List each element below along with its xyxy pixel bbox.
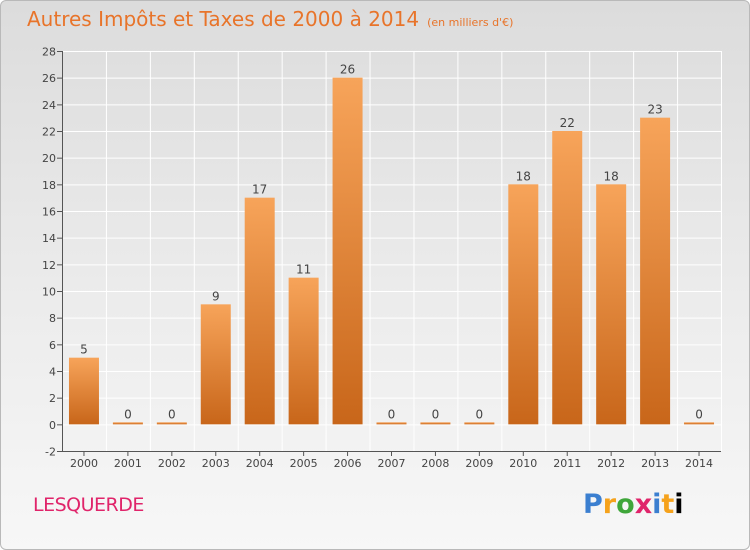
y-tick-label: 10 (42, 286, 56, 299)
logo-letter: t (661, 489, 675, 520)
x-tick-label: 2008 (421, 457, 449, 470)
bar-value-label: 9 (212, 289, 220, 303)
bar (156, 422, 187, 425)
bar (596, 184, 627, 425)
bar (244, 197, 275, 425)
y-tick-label: 12 (42, 259, 56, 272)
logo-letter: x (634, 489, 653, 520)
bar (332, 77, 363, 425)
bar-value-label: 0 (432, 407, 440, 421)
bar (420, 422, 451, 425)
bar (508, 184, 539, 425)
bar-value-label: 18 (604, 169, 619, 183)
bar-value-label: 0 (695, 407, 703, 421)
x-tick-label: 2001 (114, 457, 142, 470)
x-tick-label: 2005 (290, 457, 318, 470)
bar-value-label: 26 (340, 63, 355, 77)
bar-value-label: 22 (560, 116, 575, 130)
logo-letter: i (652, 489, 662, 520)
logo-letter: o (616, 489, 635, 520)
bar (684, 422, 715, 425)
y-tick-label: 6 (49, 339, 56, 352)
bar-value-label: 0 (168, 407, 176, 421)
y-tick-label: 8 (49, 312, 56, 325)
y-tick-label: 18 (42, 179, 56, 192)
bar (200, 304, 231, 425)
x-tick-label: 2003 (202, 457, 230, 470)
logo-letter: r (602, 489, 617, 520)
bar-value-label: 23 (647, 103, 662, 117)
bar (464, 422, 495, 425)
bar-value-label: 18 (516, 169, 531, 183)
bar-value-label: 0 (476, 407, 484, 421)
bar-value-label: 17 (252, 183, 267, 197)
y-tick-label: 22 (42, 126, 56, 139)
bar (112, 422, 143, 425)
y-tick-label: 16 (42, 206, 56, 219)
bar-value-label: 11 (296, 263, 311, 277)
y-tick-label: 26 (42, 72, 56, 85)
logo-letter: i (674, 489, 684, 520)
y-tick-label: 28 (42, 46, 56, 59)
x-tick-label: 2014 (685, 457, 713, 470)
x-tick-label: 2007 (378, 457, 406, 470)
bar-value-label: 0 (388, 407, 396, 421)
x-tick-label: 2009 (465, 457, 493, 470)
chart-title-text: Autres Impôts et Taxes de 2000 à 2014 (27, 7, 420, 31)
logo-letter: P (583, 489, 603, 520)
y-tick-label: 14 (42, 232, 56, 245)
x-tick-label: 2010 (509, 457, 537, 470)
proxiti-logo: Proxiti (583, 489, 684, 520)
bar (288, 277, 319, 425)
y-tick-label: 24 (42, 99, 56, 112)
y-tick-label: 20 (42, 152, 56, 165)
bar-value-label: 0 (124, 407, 132, 421)
y-tick-label: 0 (49, 419, 56, 432)
y-tick-label: 2 (49, 392, 56, 405)
x-tick-label: 2006 (334, 457, 362, 470)
y-tick-label: 4 (49, 366, 56, 379)
x-tick-label: 2000 (70, 457, 98, 470)
chart-subtitle: (en milliers d'€) (427, 16, 514, 29)
x-tick-label: 2002 (158, 457, 186, 470)
x-tick-label: 2012 (597, 457, 625, 470)
bar (376, 422, 407, 425)
chart-title: Autres Impôts et Taxes de 2000 à 2014 (en… (27, 7, 513, 31)
x-tick-label: 2011 (553, 457, 581, 470)
bar (640, 117, 671, 425)
bar (552, 131, 583, 425)
x-tick-label: 2004 (246, 457, 274, 470)
x-tick-label: 2013 (641, 457, 669, 470)
commune-name: LESQUERDE (33, 494, 144, 516)
y-tick-label: -2 (45, 446, 56, 459)
bar (68, 357, 99, 425)
bar-value-label: 5 (80, 343, 88, 357)
